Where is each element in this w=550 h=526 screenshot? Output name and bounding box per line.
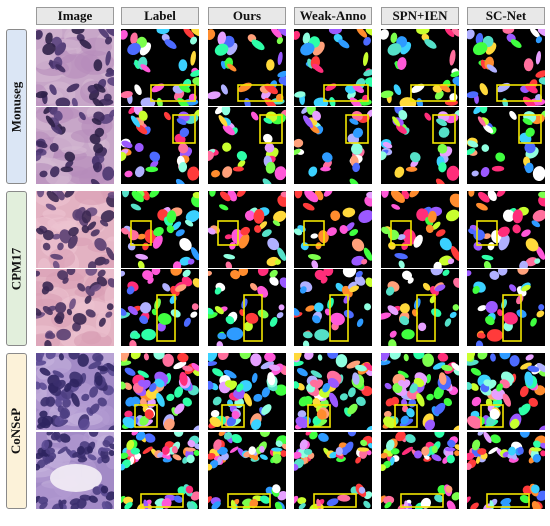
highlight-box [150,84,196,102]
highlight-box [400,493,444,508]
highlight-box [323,84,369,102]
tile-row2-label [121,107,199,184]
column-header-spn-ien: SPN+IEN [381,7,459,25]
highlight-box [307,404,331,428]
tile-row2-image [36,107,114,184]
highlight-box [303,220,325,246]
tile-row6-sc-net [467,432,545,509]
group-label-text: CPM17 [8,247,24,290]
column-header-weak-anno: Weak-Anno [294,7,372,25]
tile-row4-image [36,269,114,346]
highlight-box [390,220,412,246]
tile-row6-weak-anno [294,432,372,509]
tile-row4-spn-ien [381,269,459,346]
highlight-box [134,404,158,428]
tile-row4-weak-anno [294,269,372,346]
tile-row1-sc-net [467,29,545,106]
tile-row4-ours [208,269,286,346]
highlight-box [237,84,283,102]
highlight-box [416,294,436,342]
tile-row5-ours [208,353,286,430]
tile-row6-label [121,432,199,509]
tile-row2-ours [208,107,286,184]
highlight-box [172,114,196,144]
highlight-box [140,493,184,508]
tile-row3-label [121,191,199,268]
highlight-box [410,84,456,102]
group-label-consep: CoNSeP [6,353,27,509]
group-label-cpm17: CPM17 [6,191,27,346]
tile-row5-weak-anno [294,353,372,430]
column-header-sc-net: SC-Net [467,7,545,25]
tile-row4-label [121,269,199,346]
tile-row3-weak-anno [294,191,372,268]
highlight-box [243,294,263,342]
column-header-image: Image [36,7,114,25]
highlight-box [432,114,456,144]
highlight-box [130,220,152,246]
tile-row3-image [36,191,114,268]
tile-row5-spn-ien [381,353,459,430]
highlight-box [345,114,369,144]
highlight-box [476,220,498,246]
group-label-text: CoNSeP [8,407,24,455]
tile-row5-sc-net [467,353,545,430]
tile-row6-spn-ien [381,432,459,509]
highlight-box [329,294,349,342]
tile-row5-label [121,353,199,430]
tile-row1-weak-anno [294,29,372,106]
highlight-box [259,114,283,144]
tile-row1-image [36,29,114,106]
tile-row5-image [36,353,114,430]
highlight-box [221,404,245,428]
highlight-box [502,294,522,342]
highlight-box [480,404,504,428]
tile-row6-ours [208,432,286,509]
column-header-label: Label [121,7,199,25]
highlight-box [217,220,239,246]
tile-row4-sc-net [467,269,545,346]
highlight-box [227,493,271,508]
highlight-box [496,84,542,102]
tile-row3-ours [208,191,286,268]
tile-row2-spn-ien [381,107,459,184]
highlight-box [313,493,357,508]
highlight-box [486,493,530,508]
tile-row6-image [36,432,114,509]
tile-row2-sc-net [467,107,545,184]
highlight-box [394,404,418,428]
column-header-ours: Ours [208,7,286,25]
group-label-text: Monuseg [8,81,24,132]
highlight-box [156,294,176,342]
highlight-box [518,114,542,144]
group-label-monuseg: Monuseg [6,29,27,184]
tile-row2-weak-anno [294,107,372,184]
tile-row1-label [121,29,199,106]
tile-row1-spn-ien [381,29,459,106]
tile-row3-sc-net [467,191,545,268]
tile-row1-ours [208,29,286,106]
tile-row3-spn-ien [381,191,459,268]
